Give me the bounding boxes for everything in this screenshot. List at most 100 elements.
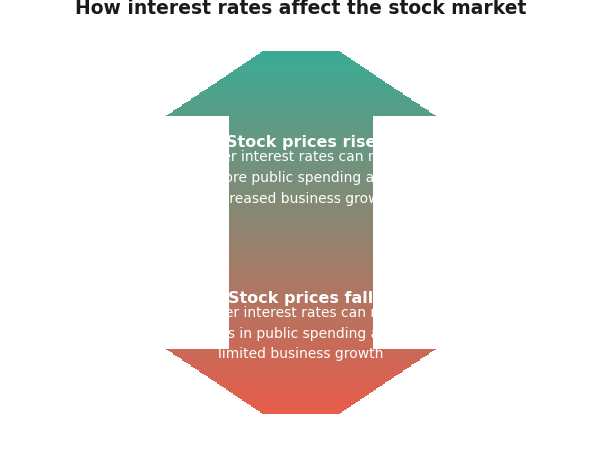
Bar xyxy=(240,398,362,399)
Bar xyxy=(229,170,373,171)
Bar xyxy=(229,162,373,164)
Bar xyxy=(229,339,373,340)
Bar xyxy=(179,107,423,108)
Bar xyxy=(229,281,373,282)
Bar xyxy=(229,152,373,153)
Bar xyxy=(229,225,373,226)
Bar xyxy=(229,264,373,265)
Bar xyxy=(191,98,411,100)
Bar xyxy=(229,249,373,251)
Bar xyxy=(229,286,373,287)
Bar xyxy=(229,246,373,247)
Bar xyxy=(237,396,365,397)
Bar xyxy=(229,310,373,311)
Bar xyxy=(229,172,373,173)
Bar xyxy=(229,329,373,331)
Bar xyxy=(229,179,373,180)
Bar xyxy=(206,89,396,90)
Bar xyxy=(229,200,373,201)
Bar xyxy=(229,340,373,341)
Bar xyxy=(229,263,373,264)
Bar xyxy=(229,208,373,210)
Bar xyxy=(246,62,356,63)
Bar xyxy=(229,150,373,152)
Bar xyxy=(186,102,416,103)
Bar xyxy=(220,79,382,80)
Bar xyxy=(255,56,347,57)
Bar xyxy=(229,253,373,254)
Bar xyxy=(229,287,373,288)
Bar xyxy=(249,404,353,405)
Bar xyxy=(238,67,364,68)
Bar xyxy=(184,103,418,104)
Bar xyxy=(170,113,432,114)
Bar xyxy=(190,100,412,101)
Bar xyxy=(166,349,436,350)
Bar xyxy=(229,206,373,207)
Bar xyxy=(229,176,373,177)
Bar xyxy=(229,332,373,333)
Bar xyxy=(219,384,383,385)
Bar xyxy=(229,337,373,338)
Bar xyxy=(177,108,425,109)
Bar xyxy=(229,230,373,231)
Bar xyxy=(244,63,358,65)
Bar xyxy=(229,236,373,237)
Bar xyxy=(229,273,373,275)
Bar xyxy=(229,260,373,261)
Bar xyxy=(229,142,373,143)
Bar xyxy=(229,213,373,214)
Bar xyxy=(251,405,351,406)
Bar xyxy=(229,228,373,229)
Bar xyxy=(229,326,373,327)
Bar xyxy=(166,115,436,116)
Bar xyxy=(229,127,373,128)
Bar xyxy=(229,192,373,193)
Bar xyxy=(229,190,373,192)
Bar xyxy=(229,194,373,195)
Bar xyxy=(229,159,373,160)
Bar xyxy=(229,334,373,335)
Bar xyxy=(229,319,373,321)
Bar xyxy=(229,335,373,337)
Bar xyxy=(229,177,373,178)
Bar xyxy=(229,207,373,208)
Bar xyxy=(229,331,373,332)
Bar xyxy=(229,168,373,170)
Bar xyxy=(229,189,373,190)
Bar xyxy=(229,212,373,213)
Bar xyxy=(229,222,373,223)
Bar xyxy=(229,210,373,211)
Bar xyxy=(229,317,373,319)
Bar xyxy=(229,338,373,339)
Bar xyxy=(229,321,373,322)
Bar xyxy=(229,193,373,194)
Bar xyxy=(229,261,373,263)
Bar xyxy=(209,86,393,87)
Bar xyxy=(217,382,385,384)
Bar xyxy=(229,126,373,127)
Bar xyxy=(233,71,369,72)
Bar xyxy=(229,279,373,281)
Bar xyxy=(229,223,373,224)
Bar xyxy=(215,83,387,84)
Bar xyxy=(229,251,373,252)
Bar xyxy=(229,315,373,316)
Bar xyxy=(229,130,373,131)
Bar xyxy=(177,356,425,357)
Bar xyxy=(229,183,373,184)
Bar xyxy=(168,114,434,115)
Bar xyxy=(255,408,347,409)
Bar xyxy=(229,232,373,234)
Bar xyxy=(229,245,373,246)
Bar xyxy=(229,240,373,241)
Bar xyxy=(229,205,373,206)
Bar xyxy=(226,388,376,390)
Bar xyxy=(229,283,373,285)
Bar xyxy=(231,392,371,393)
Bar xyxy=(229,275,373,276)
Bar xyxy=(229,188,373,189)
Text: How interest rates affect the stock market: How interest rates affect the stock mark… xyxy=(75,0,527,18)
Bar xyxy=(213,84,389,85)
Bar xyxy=(229,73,373,74)
